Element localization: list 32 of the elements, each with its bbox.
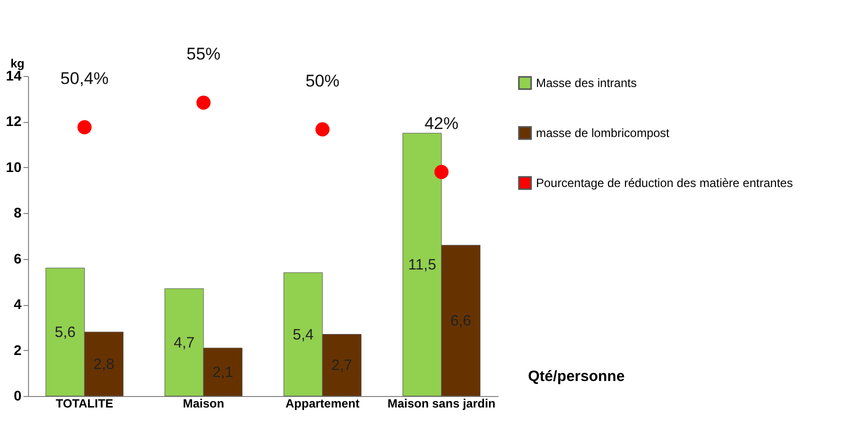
legend-label: Masse des intrants <box>536 76 637 90</box>
y-tick-label: 2 <box>14 342 22 358</box>
data-label: 2,7 <box>331 357 352 374</box>
y-axis-title: kg <box>10 56 24 70</box>
point <box>315 122 330 136</box>
data-label: 5,4 <box>292 326 314 344</box>
y-tick-label: 0 <box>14 388 22 404</box>
x-tick-label: TOTALITE <box>56 396 114 410</box>
data-label: 50% <box>305 71 340 90</box>
y-tick-label: 4 <box>14 296 22 312</box>
legend-label: masse de lombricompost <box>536 126 670 140</box>
data-label: 2,1 <box>212 364 234 381</box>
text: Qté/personne <box>528 368 625 385</box>
y-tick-label: 6 <box>14 250 22 266</box>
x-tick-label: Appartement <box>285 396 360 410</box>
x-tick-label: Maison <box>182 396 224 410</box>
data-label: 6,6 <box>450 312 472 330</box>
y-tick-label: 8 <box>14 204 22 221</box>
point <box>434 164 449 180</box>
data-label: 55% <box>186 44 221 64</box>
point <box>196 96 211 110</box>
data-label: 42% <box>424 114 458 133</box>
data-label: 50,4% <box>60 69 109 88</box>
y-tick-label: 10 <box>6 158 22 175</box>
point <box>77 120 92 134</box>
data-label: 4,7 <box>174 334 195 352</box>
legend-label: Pourcentage de réduction des matière entrantes <box>536 176 793 190</box>
x-tick-label: Maison sans jardin <box>387 396 496 410</box>
data-label: 5,6 <box>54 324 76 341</box>
y-tick-label: 12 <box>6 113 22 130</box>
data-label: 2,8 <box>93 356 114 373</box>
data-label: 11,5 <box>408 256 436 274</box>
